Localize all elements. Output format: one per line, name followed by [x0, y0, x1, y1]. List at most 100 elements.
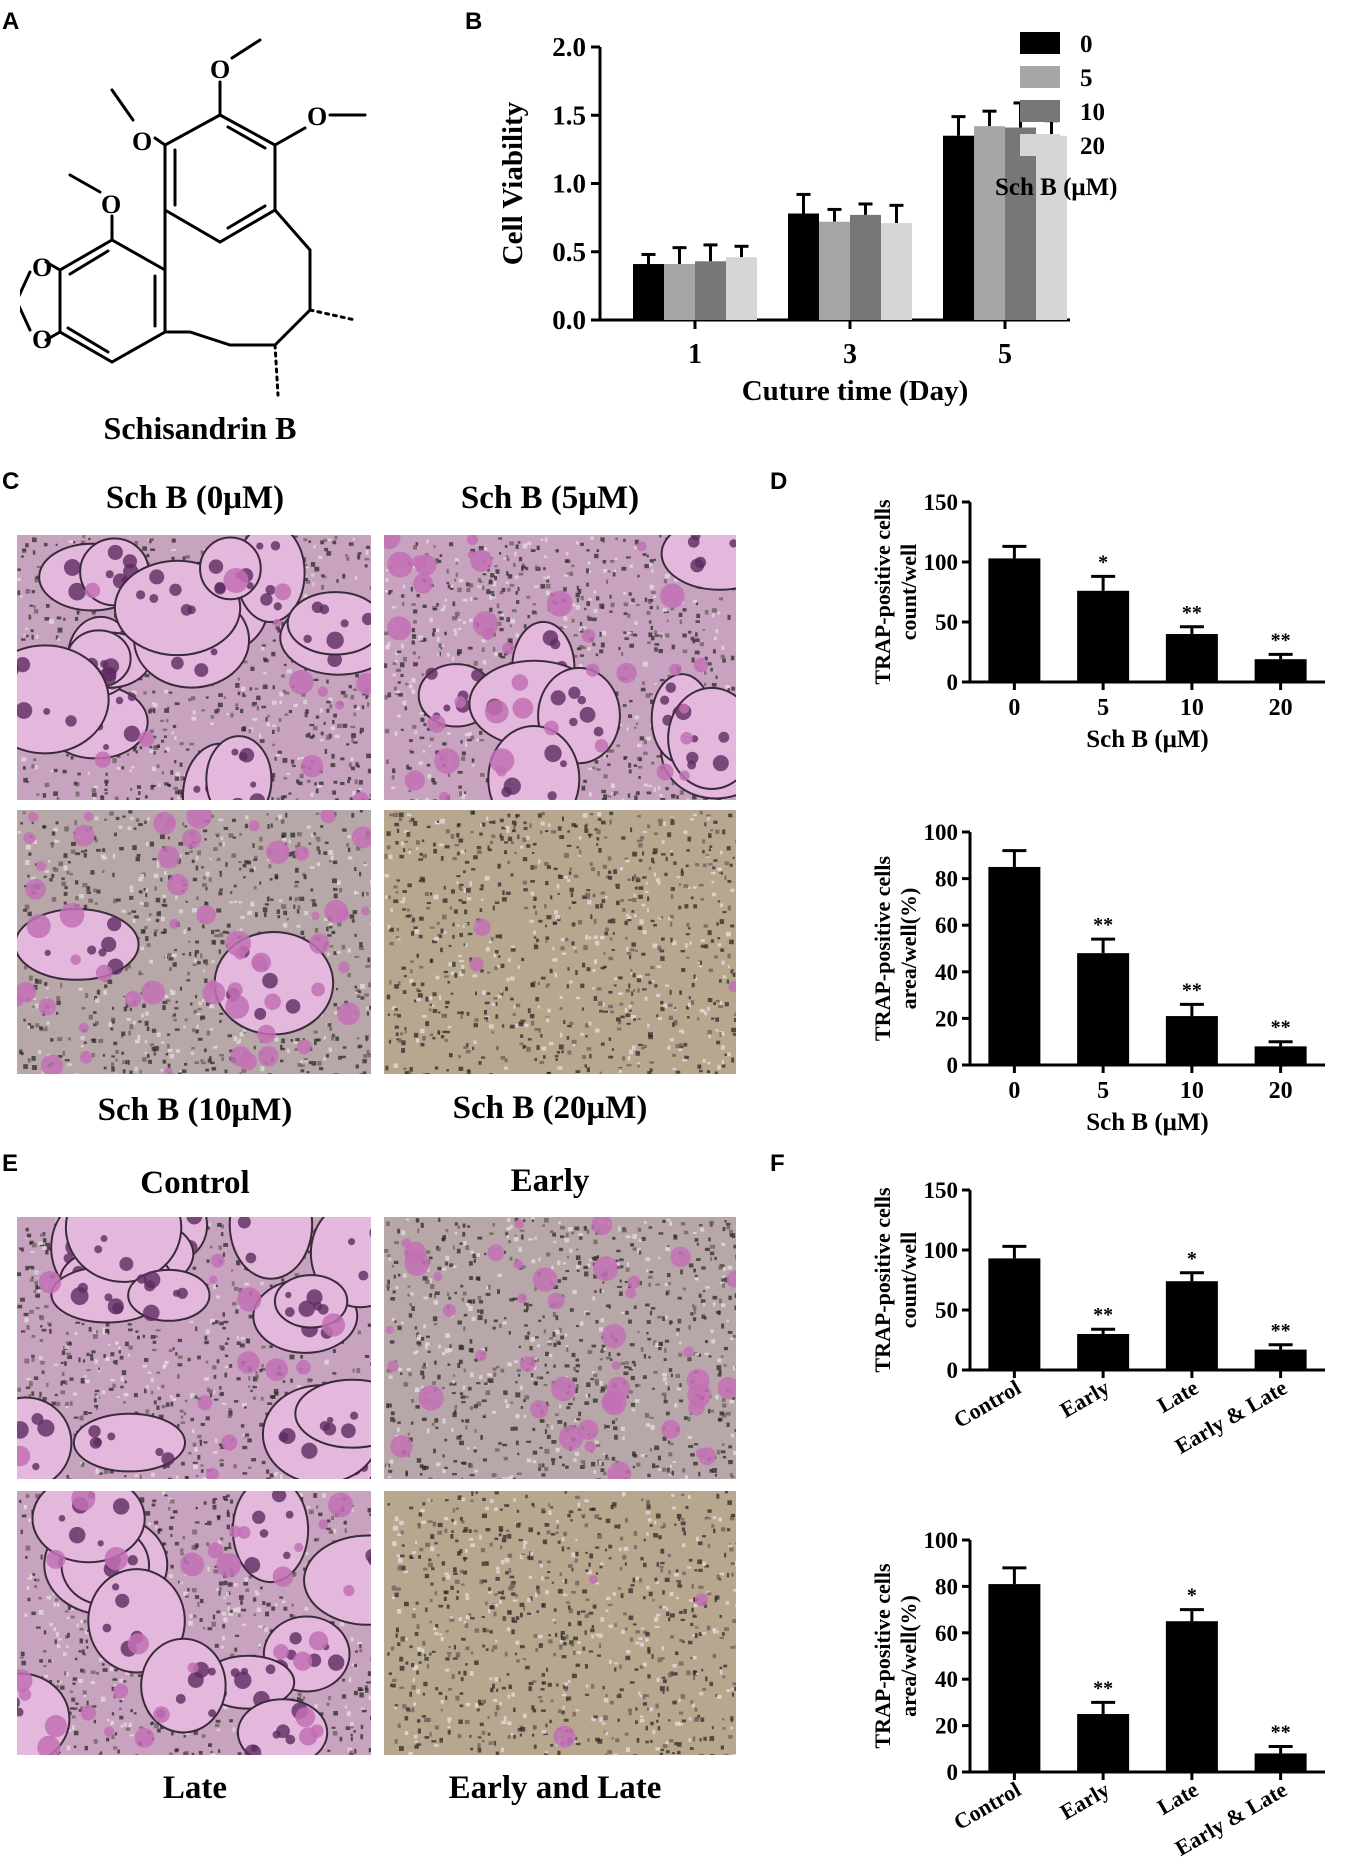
speckle: [223, 1320, 229, 1324]
speckle: [388, 895, 391, 899]
bar-0-day-1: [633, 264, 664, 320]
y-tick-label: 60: [935, 1621, 958, 1646]
speckle: [711, 892, 717, 897]
speckle: [101, 1390, 106, 1394]
speckle: [707, 930, 712, 936]
speckle: [426, 763, 431, 767]
speckle: [62, 769, 67, 774]
nucleus: [208, 559, 224, 574]
speckle: [236, 1260, 241, 1266]
speckle: [494, 949, 499, 954]
speckle: [25, 860, 30, 865]
speckle: [622, 907, 626, 912]
speckle: [434, 821, 438, 825]
x-tick-label: 3: [843, 339, 857, 370]
speckle: [280, 1044, 283, 1050]
speckle: [139, 746, 143, 750]
speckle: [295, 798, 299, 800]
speckle: [216, 834, 219, 838]
speckle: [184, 1018, 188, 1022]
speckle: [171, 731, 174, 735]
x-tick-label: Early: [1056, 1375, 1114, 1423]
speckle: [240, 1336, 245, 1340]
speckle: [400, 728, 404, 731]
speckle: [355, 762, 359, 767]
speckle: [300, 1354, 304, 1359]
speckle: [460, 849, 465, 854]
speckle: [218, 1245, 222, 1250]
small-cell: [546, 590, 573, 617]
speckle: [239, 867, 242, 871]
speckle: [497, 994, 502, 999]
speckle: [651, 857, 654, 863]
speckle: [387, 924, 391, 930]
speckle: [596, 843, 599, 846]
speckle: [116, 1396, 120, 1399]
speckle: [209, 1056, 212, 1060]
speckle: [314, 1038, 319, 1042]
speckle: [177, 796, 180, 800]
speckle: [156, 1405, 160, 1410]
speckle: [347, 847, 351, 853]
speckle: [152, 690, 156, 694]
speckle: [464, 860, 470, 864]
speckle: [247, 911, 251, 916]
speckle: [123, 1006, 128, 1012]
speckle: [17, 590, 21, 596]
speckle: [600, 642, 605, 648]
speckle: [629, 1007, 632, 1012]
speckle: [219, 1345, 224, 1349]
speckle: [155, 918, 160, 923]
speckle: [270, 823, 273, 828]
speckle: [451, 889, 455, 894]
speckle: [632, 898, 637, 903]
speckle: [397, 714, 401, 718]
speckle: [504, 545, 508, 548]
speckle: [731, 686, 735, 691]
speckle: [435, 975, 440, 980]
speckle: [405, 914, 411, 918]
speckle: [205, 1002, 211, 1006]
speckle: [533, 905, 536, 909]
speckle: [692, 886, 697, 889]
speckle: [489, 595, 493, 600]
small-cell: [438, 791, 450, 800]
speckle: [142, 1057, 147, 1062]
speckle: [263, 657, 267, 661]
speckle: [127, 1353, 131, 1357]
speckle: [596, 829, 601, 835]
speckle: [413, 619, 417, 624]
speckle: [571, 618, 575, 623]
trap-area-chart-f: 0 20 40 60 80 100 Control ** Early * Late ** Early &…: [840, 1515, 1350, 1870]
speckle: [294, 535, 298, 538]
speckle: [161, 771, 164, 775]
speckle: [147, 1371, 152, 1374]
speckle: [687, 836, 692, 842]
speckle: [25, 1236, 28, 1239]
speckle: [489, 591, 495, 594]
speckle: [619, 1002, 624, 1006]
speckle: [500, 655, 506, 659]
speckle: [253, 866, 256, 871]
speckle: [419, 736, 425, 740]
speckle: [578, 645, 584, 649]
speckle: [437, 1030, 441, 1034]
speckle: [133, 915, 139, 919]
speckle: [340, 781, 345, 786]
speckle: [370, 963, 371, 968]
speckle: [125, 1060, 128, 1065]
speckle: [479, 580, 483, 583]
speckle: [693, 974, 696, 979]
speckle: [443, 885, 446, 890]
small-cell: [489, 748, 515, 774]
nucleus: [443, 704, 451, 712]
speckle: [93, 835, 97, 840]
speckle: [474, 991, 478, 996]
bar-5: [1077, 590, 1130, 682]
speckle: [351, 737, 354, 743]
speckle: [624, 637, 629, 640]
bar-5-day-3: [819, 221, 850, 320]
speckle: [589, 862, 593, 867]
speckle: [162, 894, 167, 898]
speckle: [605, 927, 610, 932]
